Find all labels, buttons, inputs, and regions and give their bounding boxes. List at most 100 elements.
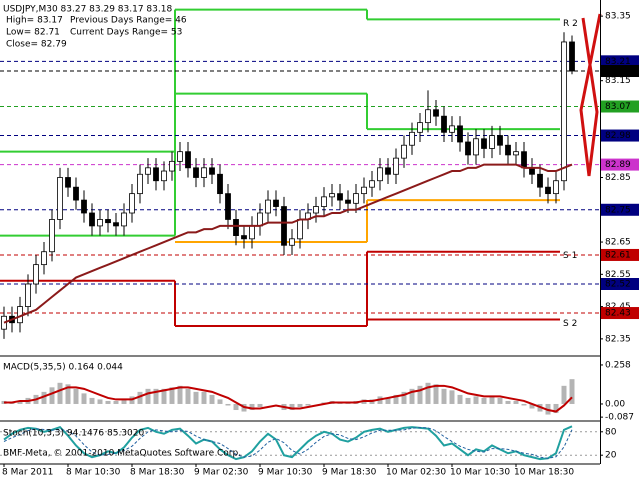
candle-body [409, 131, 415, 146]
x-tick-label: 10 Mar 10:30 [450, 468, 510, 478]
info-text: Low= 82.71 [6, 28, 60, 38]
y-tick-label: 0.00 [605, 399, 625, 409]
histogram-bar [41, 391, 47, 404]
histogram-bar [169, 387, 175, 404]
level-tag-label: 82.98 [605, 131, 631, 141]
level-tag [601, 203, 639, 216]
candle-body [49, 219, 55, 253]
range-text: Current Days Range= 53 [70, 28, 182, 38]
histogram-bar [425, 382, 431, 404]
candle-body [521, 151, 527, 169]
candle-body [513, 151, 519, 156]
x-tick-label: 8 Mar 2011 [2, 468, 53, 478]
candle-body [233, 219, 239, 236]
candle-body [241, 235, 247, 240]
x-tick-label: 10 Mar 02:30 [386, 468, 446, 478]
histogram-bar [297, 403, 303, 407]
histogram-bar [185, 388, 191, 404]
histogram-bar [177, 385, 183, 404]
candle-body [345, 199, 351, 204]
histogram-bar [217, 399, 223, 404]
candle-body [161, 170, 167, 182]
candle-body [281, 206, 287, 246]
histogram-bar [289, 403, 295, 411]
candle-body [105, 219, 111, 224]
histogram-bar [153, 388, 159, 404]
candle-body [41, 251, 47, 266]
level-tag-label: 83.21 [605, 57, 631, 67]
candle-body [201, 167, 207, 178]
y-tick-label: 0.258 [605, 360, 631, 370]
histogram-bar [449, 390, 455, 404]
candle-body [537, 173, 543, 188]
moving-average [3, 163, 573, 324]
candle-body [57, 177, 63, 220]
x-tick-label: 8 Mar 10:30 [66, 468, 121, 478]
histogram-bar [49, 387, 55, 404]
level-tag-label: 82.61 [605, 250, 631, 260]
candle-body [441, 115, 447, 133]
candle-body [425, 109, 431, 124]
y-tick-label: 83.15 [605, 76, 631, 86]
histogram-bar [521, 403, 527, 406]
y-tick-label: 82.55 [605, 270, 631, 280]
histogram-bar [553, 403, 559, 414]
candle-body [25, 283, 31, 307]
level-tag-label: 82.75 [605, 205, 631, 215]
info-text: High= 83.17 [6, 16, 63, 26]
x-tick-label: 9 Mar 18:30 [322, 468, 377, 478]
candle-body [561, 41, 567, 182]
indicator-line [4, 384, 573, 413]
candle-body [369, 180, 375, 188]
level-tag-label: 83.18 [605, 67, 631, 77]
indicator-line [3, 427, 573, 459]
candle-body [433, 109, 439, 117]
candle-body [129, 193, 135, 214]
candle-body [81, 199, 87, 214]
candle-body [393, 157, 399, 175]
x-tick-label: 9 Mar 02:30 [194, 468, 249, 478]
candle-body [145, 167, 151, 175]
candle-body [329, 193, 335, 198]
candle-body [113, 222, 119, 227]
level-tag [601, 100, 639, 113]
forecast-arrow [579, 13, 602, 177]
level-tag-label: 83.07 [605, 102, 631, 112]
candle-body [89, 212, 95, 227]
histogram-bar [401, 391, 407, 404]
candle-body [377, 167, 383, 182]
candle-body [337, 193, 343, 201]
candle-body [33, 264, 39, 285]
candle-body [249, 225, 255, 240]
histogram-bar [529, 403, 535, 409]
histogram-bar [409, 388, 415, 404]
y-tick-label: -0.087 [605, 413, 634, 423]
candle-body [489, 135, 495, 149]
level-tag [601, 248, 639, 261]
level-tag [601, 158, 639, 171]
indicator-line [3, 425, 573, 461]
candle-body [289, 238, 295, 246]
histogram-bar [17, 400, 23, 404]
candle-body [497, 135, 503, 146]
candle-body [185, 151, 191, 169]
candle-body [505, 144, 511, 156]
candle-body [481, 138, 487, 149]
candle-body [193, 167, 199, 178]
candle-body [65, 177, 71, 188]
histogram-bar [65, 384, 71, 404]
level-tag [601, 129, 639, 142]
histogram-bar [89, 397, 95, 404]
level-tag [601, 307, 639, 320]
candle-body [361, 186, 367, 195]
histogram-bar [81, 393, 87, 404]
histogram-bar [457, 394, 463, 404]
indicator-title: Stoch(10,3,3) 94.1476 85.3020 [3, 429, 144, 439]
level-label: R 2 [563, 19, 578, 29]
histogram-bar [57, 382, 63, 404]
candle-body [137, 173, 143, 195]
level-label: S 1 [563, 251, 577, 261]
y-tick-label: 20 [605, 451, 617, 461]
